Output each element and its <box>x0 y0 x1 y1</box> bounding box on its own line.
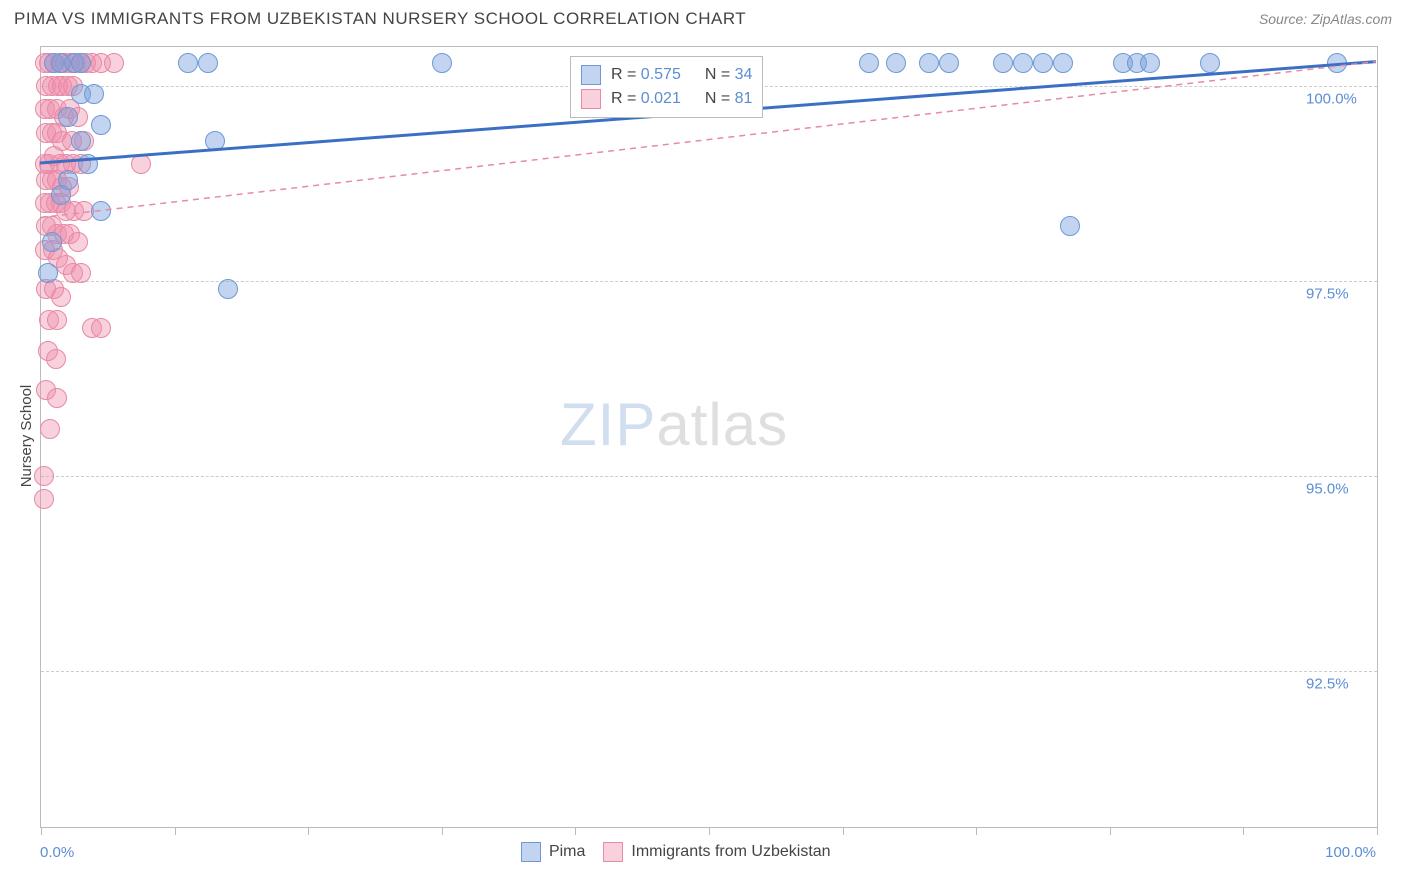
chart-title: PIMA VS IMMIGRANTS FROM UZBEKISTAN NURSE… <box>14 9 746 29</box>
source-label: Source: ZipAtlas.com <box>1259 11 1392 27</box>
data-point <box>131 154 151 174</box>
data-point <box>38 263 58 283</box>
xtick <box>308 827 309 835</box>
legend-row: R = 0.021 N = 81 <box>581 87 752 111</box>
y-axis-title: Nursery School <box>18 385 35 488</box>
data-point <box>47 310 67 330</box>
data-point <box>993 53 1013 73</box>
plot-area <box>40 46 1378 828</box>
data-point <box>91 318 111 338</box>
xtick <box>843 827 844 835</box>
chart-container: PIMA VS IMMIGRANTS FROM UZBEKISTAN NURSE… <box>0 0 1406 892</box>
data-point <box>432 53 452 73</box>
data-point <box>1053 53 1073 73</box>
data-point <box>859 53 879 73</box>
data-point <box>42 232 62 252</box>
data-point <box>51 185 71 205</box>
ytick-label: 92.5% <box>1306 676 1349 693</box>
legend-swatch <box>521 842 541 862</box>
data-point <box>47 388 67 408</box>
gridline <box>41 671 1377 672</box>
series-legend-item: Pima <box>521 842 585 862</box>
legend-r-label: R = 0.021 <box>611 90 681 108</box>
series-legend-label: Pima <box>549 843 585 861</box>
data-point <box>1327 53 1347 73</box>
series-legend: Pima Immigrants from Uzbekistan <box>521 842 831 862</box>
legend-swatch <box>603 842 623 862</box>
legend-swatch <box>581 89 601 109</box>
series-legend-label: Immigrants from Uzbekistan <box>631 843 830 861</box>
xtick <box>709 827 710 835</box>
data-point <box>51 287 71 307</box>
xtick <box>1243 827 1244 835</box>
data-point <box>218 279 238 299</box>
ytick-label: 100.0% <box>1306 91 1357 108</box>
data-point <box>78 154 98 174</box>
data-point <box>71 53 91 73</box>
xtick <box>175 827 176 835</box>
data-point <box>104 53 124 73</box>
data-point <box>1033 53 1053 73</box>
gridline <box>41 476 1377 477</box>
ytick-label: 97.5% <box>1306 286 1349 303</box>
xtick <box>1110 827 1111 835</box>
data-point <box>71 263 91 283</box>
correlation-legend: R = 0.575 N = 34 R = 0.021 N = 81 <box>570 56 763 118</box>
data-point <box>34 466 54 486</box>
data-point <box>68 232 88 252</box>
legend-n-label: N = 34 <box>705 66 753 84</box>
data-point <box>1140 53 1160 73</box>
data-point <box>58 107 78 127</box>
data-point <box>1013 53 1033 73</box>
data-point <box>91 115 111 135</box>
title-bar: PIMA VS IMMIGRANTS FROM UZBEKISTAN NURSE… <box>0 0 1406 38</box>
xtick <box>442 827 443 835</box>
xtick-label: 100.0% <box>1325 844 1376 861</box>
ytick-label: 95.0% <box>1306 481 1349 498</box>
series-legend-item: Immigrants from Uzbekistan <box>603 842 830 862</box>
legend-swatch <box>581 65 601 85</box>
legend-n-label: N = 81 <box>705 90 753 108</box>
data-point <box>71 131 91 151</box>
legend-r-label: R = 0.575 <box>611 66 681 84</box>
data-point <box>1200 53 1220 73</box>
data-point <box>40 419 60 439</box>
xtick-label: 0.0% <box>40 844 74 861</box>
xtick <box>41 827 42 835</box>
data-point <box>91 201 111 221</box>
data-point <box>34 489 54 509</box>
data-point <box>939 53 959 73</box>
data-point <box>198 53 218 73</box>
gridline <box>41 281 1377 282</box>
data-point <box>178 53 198 73</box>
legend-row: R = 0.575 N = 34 <box>581 63 752 87</box>
data-point <box>1060 216 1080 236</box>
xtick <box>1377 827 1378 835</box>
data-point <box>205 131 225 151</box>
xtick <box>575 827 576 835</box>
xtick <box>976 827 977 835</box>
data-point <box>46 349 66 369</box>
data-point <box>886 53 906 73</box>
data-point <box>84 84 104 104</box>
data-point <box>919 53 939 73</box>
